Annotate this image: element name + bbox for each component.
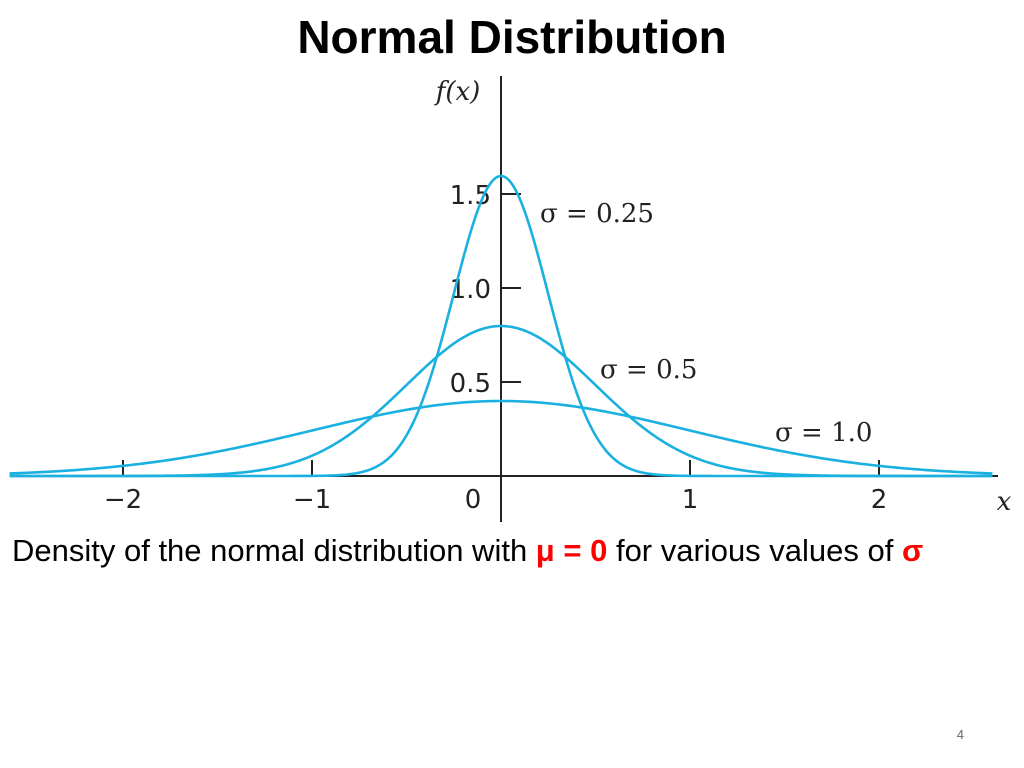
normal-density-chart: −2 −1 0 1 20.51.01.5f(x)xσ = 0.25σ = 0.5σ = … xyxy=(9,76,1012,522)
density-curve xyxy=(9,399,993,475)
y-axis-label: f(x) xyxy=(434,77,481,107)
series-label: σ = 1.0 xyxy=(775,418,872,448)
slide-title: Normal Distribution xyxy=(297,11,727,63)
caption-sigma-highlight: σ xyxy=(901,533,924,568)
caption-text-part2: for various values of xyxy=(607,533,902,568)
x-tick-label: −1 xyxy=(293,485,331,515)
x-tick-label: 2 xyxy=(871,485,888,515)
x-tick-label: 0 xyxy=(465,485,482,515)
x-tick-label: 1 xyxy=(682,485,699,515)
caption: Density of the normal distribution with … xyxy=(12,528,972,574)
caption-mu-highlight: μ = 0 xyxy=(535,533,608,568)
page-number: 4 xyxy=(956,727,964,742)
y-tick-label: 0.5 xyxy=(450,369,491,399)
series-label: σ = 0.25 xyxy=(540,199,654,229)
caption-text-part1: Density of the normal distribution with xyxy=(12,533,536,568)
series-label: σ = 0.5 xyxy=(600,355,697,385)
x-axis-label: x xyxy=(997,487,1012,517)
x-tick-label: −2 xyxy=(104,485,142,515)
density-curve xyxy=(9,324,993,478)
